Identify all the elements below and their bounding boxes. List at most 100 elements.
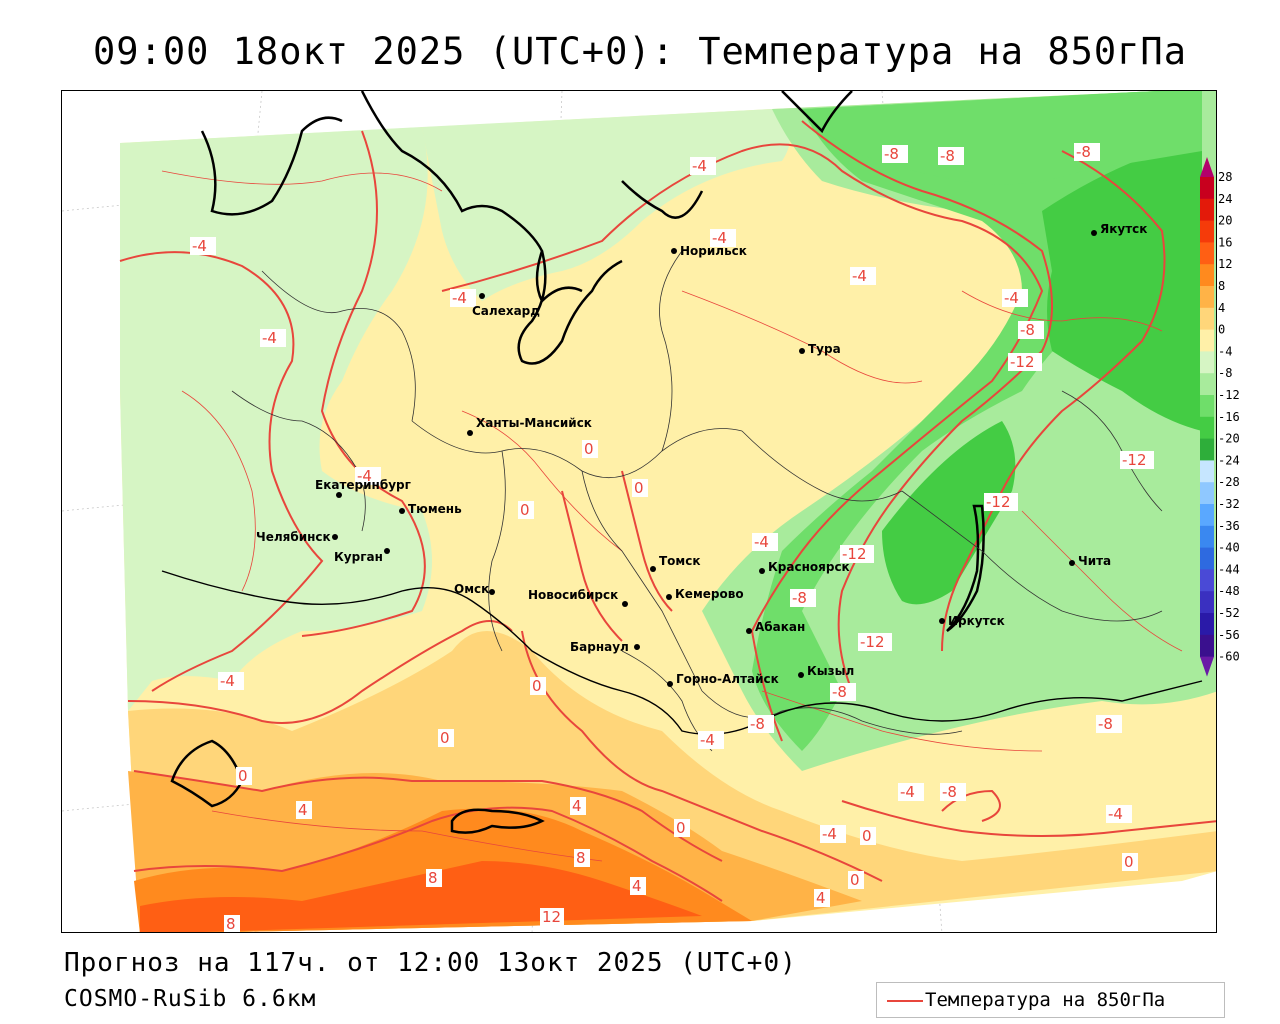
svg-text:Новосибирск: Новосибирск	[528, 588, 618, 602]
city-chelyabinsk: Челябинск	[256, 530, 338, 544]
colorbar-segment	[1200, 482, 1214, 505]
svg-text:Норильск: Норильск	[680, 244, 747, 258]
coastlines	[170, 91, 985, 834]
svg-text:Иркутск: Иркутск	[948, 614, 1005, 628]
map-title: 09:00 18окт 2025 (UTC+0): Температура на…	[93, 30, 1187, 73]
city-novosibirsk: Новосибирск	[528, 588, 628, 607]
admin-boundaries	[231, 250, 1163, 752]
colorbar-tick-label: -60	[1218, 650, 1240, 664]
colorbar-segment	[1200, 569, 1214, 592]
colorbar-tick-label: -36	[1218, 519, 1240, 533]
svg-text:-4: -4	[452, 289, 467, 307]
svg-text:Омск: Омск	[454, 582, 489, 596]
svg-text:Курган: Курган	[334, 550, 383, 564]
svg-text:-12: -12	[986, 493, 1011, 511]
legend-label: Температура на 850гПа	[925, 989, 1166, 1011]
svg-text:8: 8	[576, 849, 586, 867]
svg-text:Абакан: Абакан	[755, 620, 805, 634]
colorbar-tick-label: -4	[1218, 344, 1232, 358]
colorbar-tick-label: -20	[1218, 432, 1240, 446]
colorbar-tick-label: -52	[1218, 606, 1240, 620]
svg-text:0: 0	[862, 827, 872, 845]
svg-text:-4: -4	[692, 157, 707, 175]
svg-text:-8: -8	[792, 589, 807, 607]
svg-text:0: 0	[532, 677, 542, 695]
svg-text:-4: -4	[1108, 805, 1123, 823]
svg-text:-8: -8	[884, 145, 899, 163]
city-abakan: Абакан	[746, 620, 805, 634]
map-panel[interactable]: -4 -4 -4 -4 -4 -4 -8 -8 -8 -4 -4 -8 -12 …	[61, 90, 1217, 933]
colorbar-segment	[1200, 198, 1214, 222]
svg-text:0: 0	[520, 501, 530, 519]
svg-text:4: 4	[632, 877, 642, 895]
colorbar-segment	[1200, 395, 1214, 418]
svg-text:-12: -12	[860, 633, 885, 651]
svg-text:Ханты-Мансийск: Ханты-Мансийск	[476, 416, 592, 430]
city-tomsk: Томск	[650, 554, 701, 572]
colorbar-tick-label: 12	[1218, 257, 1232, 271]
svg-text:-4: -4	[1004, 289, 1019, 307]
city-kurgan: Курган	[334, 548, 390, 564]
svg-text:Тюмень: Тюмень	[408, 502, 462, 516]
svg-text:-4: -4	[700, 731, 715, 749]
city-kyzyl: Кызыл	[798, 664, 854, 678]
svg-text:-8: -8	[832, 683, 847, 701]
svg-text:-4: -4	[220, 672, 235, 690]
svg-text:-8: -8	[940, 147, 955, 165]
colorbar-segment	[1200, 286, 1214, 309]
colorbar-segment	[1200, 416, 1214, 440]
city-gorno-altaysk: Горно-Алтайск	[667, 672, 779, 687]
svg-text:-4: -4	[852, 267, 867, 285]
city-salekhard: Салехард	[472, 293, 540, 318]
svg-text:0: 0	[676, 819, 686, 837]
svg-text:-4: -4	[192, 237, 207, 255]
colorbar-tick-label: -28	[1218, 475, 1240, 489]
svg-text:Горно-Алтайск: Горно-Алтайск	[676, 672, 779, 686]
colorbar-segment	[1200, 220, 1214, 243]
svg-text:0: 0	[238, 767, 248, 785]
svg-text:4: 4	[816, 889, 826, 907]
state-border	[161, 570, 1203, 735]
cold-zone-west-2	[158, 239, 282, 611]
colorbar-segment	[1200, 264, 1214, 287]
svg-text:Барнаул: Барнаул	[570, 640, 629, 654]
svg-text:0: 0	[584, 440, 594, 458]
svg-text:-12: -12	[1010, 353, 1035, 371]
colorbar-tick-label: 4	[1218, 301, 1225, 315]
isotherm-labels: -4 -4 -4 -4 -4 -4 -8 -8 -8 -4 -4 -8 -12 …	[190, 143, 1154, 933]
city-kemerovo: Кемерово	[666, 587, 744, 601]
colorbar-segment	[1200, 373, 1214, 396]
svg-text:-8: -8	[750, 715, 765, 733]
svg-text:-4: -4	[357, 467, 372, 485]
svg-text:Чита: Чита	[1078, 554, 1111, 568]
svg-text:-4: -4	[822, 825, 837, 843]
colorbar-arrow-top	[1200, 157, 1214, 177]
svg-text:-4: -4	[900, 783, 915, 801]
svg-text:4: 4	[572, 797, 582, 815]
city-norilsk: Норильск	[671, 244, 747, 258]
city-krasnoyarsk: Красноярск	[759, 560, 850, 574]
svg-text:8: 8	[226, 915, 236, 933]
colorbar-tick-label: 24	[1218, 192, 1232, 206]
svg-text:Кемерово: Кемерово	[675, 587, 744, 601]
svg-text:8: 8	[428, 869, 438, 887]
colorbar-segment	[1200, 307, 1214, 331]
colorbar-segment	[1200, 177, 1214, 200]
colorbar-tick-label: -32	[1218, 497, 1240, 511]
colorbar-segment	[1200, 242, 1214, 265]
city-khanty-mansiysk: Ханты-Мансийск	[467, 416, 592, 436]
colorbar-tick-label: -12	[1218, 388, 1240, 402]
colorbar-segment	[1200, 329, 1214, 352]
colorbar-segment	[1200, 525, 1214, 549]
colorbar-tick-label: 20	[1218, 214, 1232, 228]
colorbar-tick-label: 16	[1218, 235, 1232, 249]
svg-text:Якутск: Якутск	[1100, 222, 1147, 236]
svg-text:Челябинск: Челябинск	[256, 530, 331, 544]
city-irkutsk: Иркутск	[939, 614, 1005, 628]
colorbar-segment	[1200, 460, 1214, 483]
colorbar-segment	[1200, 613, 1214, 636]
svg-text:-8: -8	[942, 783, 957, 801]
colorbar-tick-label: 28	[1218, 170, 1232, 184]
colorbar-tick-label: -40	[1218, 541, 1240, 555]
city-tura: Тура	[799, 342, 841, 356]
